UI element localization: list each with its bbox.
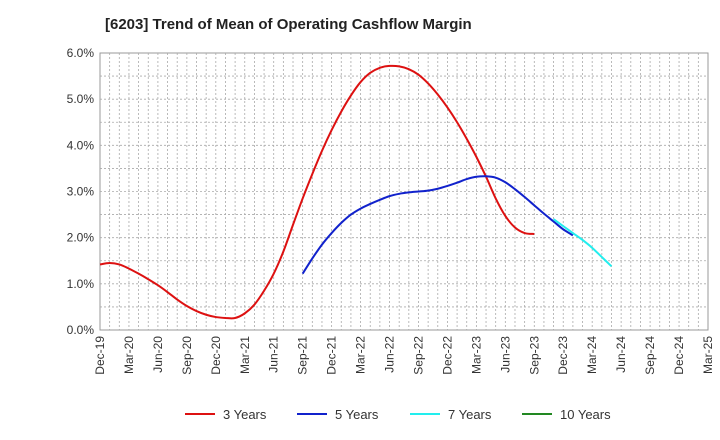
- y-tick-label: 3.0%: [67, 185, 95, 199]
- x-tick-label: Sep-23: [527, 336, 541, 375]
- legend: 3 Years 5 Years 7 Years 10 Years: [185, 407, 611, 422]
- y-tick-label: 0.0%: [67, 323, 95, 337]
- series-line-7-years: [553, 218, 613, 268]
- x-tick-label: Sep-20: [180, 336, 194, 375]
- y-tick-label: 2.0%: [67, 231, 95, 245]
- series-lines: [99, 64, 613, 320]
- legend-label: 7 Years: [448, 407, 492, 422]
- x-tick-label: Mar-21: [238, 336, 252, 374]
- x-tick-label: Jun-23: [498, 336, 512, 373]
- x-tick-label: Dec-24: [672, 336, 686, 375]
- x-tick-label: Jun-20: [151, 336, 165, 373]
- x-tick-label: Dec-23: [556, 336, 570, 375]
- y-tick-label: 5.0%: [67, 92, 95, 106]
- x-tick-label: Mar-25: [701, 336, 715, 374]
- x-tick-label: Dec-22: [440, 336, 454, 375]
- x-axis-tick-labels: Dec-19 Mar-20 Jun-20 Sep-20 Dec-20 Mar-21 Jun-…: [93, 336, 715, 375]
- x-tick-label: Mar-20: [122, 336, 136, 374]
- x-tick-label: Jun-22: [383, 336, 397, 373]
- horizontal-gridlines: [100, 75, 708, 308]
- x-tick-label: Mar-23: [469, 336, 483, 374]
- x-tick-label: Sep-22: [411, 336, 425, 375]
- y-axis-tick-labels: 0.0% 1.0% 2.0% 3.0% 4.0% 5.0% 6.0%: [67, 46, 95, 337]
- chart-title: [6203] Trend of Mean of Operating Cashfl…: [105, 16, 472, 33]
- y-tick-label: 6.0%: [67, 46, 95, 60]
- y-tick-label: 4.0%: [67, 138, 95, 152]
- series-line-3-years: [99, 64, 535, 320]
- x-tick-label: Mar-24: [585, 336, 599, 374]
- x-tick-label: Dec-20: [209, 336, 223, 375]
- x-tick-label: Sep-24: [643, 336, 657, 375]
- x-tick-label: Dec-19: [93, 336, 107, 375]
- x-tick-label: Dec-21: [325, 336, 339, 375]
- y-tick-label: 1.0%: [67, 277, 95, 291]
- legend-label: 10 Years: [560, 407, 611, 422]
- legend-label: 5 Years: [335, 407, 379, 422]
- legend-label: 3 Years: [223, 407, 267, 422]
- x-tick-label: Mar-22: [354, 336, 368, 374]
- series-line-5-years: [301, 175, 574, 275]
- x-tick-label: Jun-24: [614, 336, 628, 373]
- x-tick-label: Sep-21: [296, 336, 310, 375]
- x-tick-label: Jun-21: [267, 336, 281, 373]
